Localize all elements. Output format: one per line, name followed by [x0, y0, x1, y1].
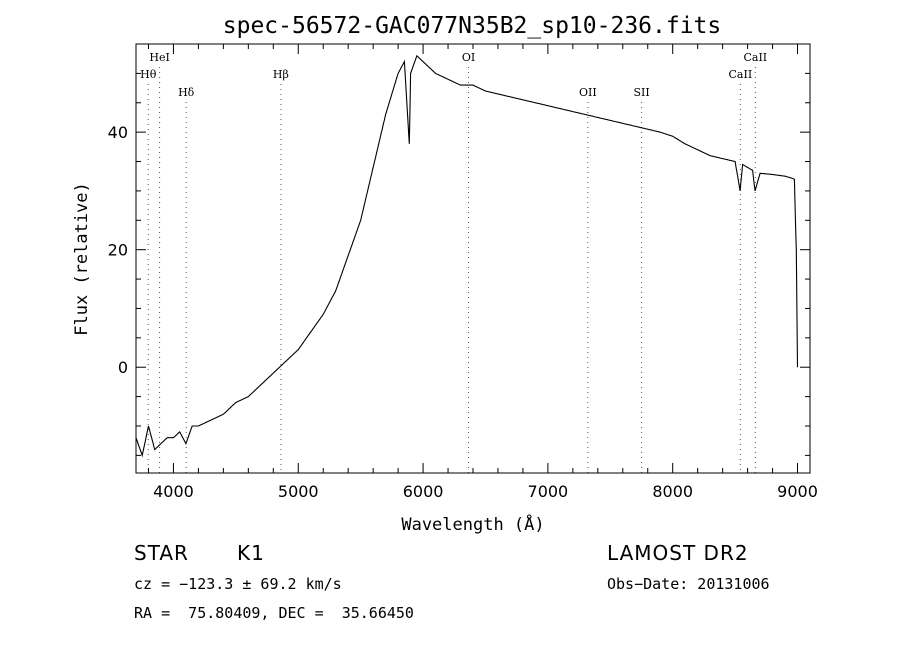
spectral-line-label: OI: [462, 51, 475, 64]
spectral-line-label: OII: [579, 86, 597, 99]
object-class: STAR: [134, 541, 189, 565]
spectral-line-label: CaII: [729, 68, 753, 81]
y-tick-label: 0: [118, 358, 128, 377]
spectral-line-label: Hβ: [273, 68, 289, 81]
survey-name: LAMOST DR2: [607, 541, 749, 565]
x-tick-label: 7000: [528, 482, 569, 501]
x-tick-label: 9000: [777, 482, 818, 501]
y-tick-label: 20: [108, 241, 128, 260]
y-axis-label: Flux (relative): [72, 182, 92, 336]
spectral-line-label: Hδ: [178, 86, 195, 99]
observation-date: Obs−Date: 20131006: [607, 575, 770, 593]
chart-title: spec-56572-GAC077N35B2_sp10-236.fits: [223, 13, 722, 39]
spectrum-series-line: [136, 54, 799, 458]
spectral-line-label: SII: [634, 86, 650, 99]
x-tick-label: 4000: [153, 482, 194, 501]
spectral-line-label: HeI: [149, 51, 169, 64]
x-tick-label: 5000: [278, 482, 319, 501]
spectral-line-label: Hθ: [140, 68, 157, 81]
y-tick-label: 40: [108, 123, 128, 142]
plot-area: Hθ HeI Hδ Hβ OI OII SII CaII CaII: [136, 51, 799, 473]
x-tick-label: 6000: [403, 482, 444, 501]
coordinates-readout: RA = 75.80409, DEC = 35.66450: [134, 604, 414, 622]
x-tick-label: 8000: [652, 482, 693, 501]
spectral-line-label: CaII: [743, 51, 767, 64]
x-axis-label: Wavelength (Å): [401, 513, 544, 535]
object-subclass: K1: [237, 541, 265, 565]
axes: 4000 5000 6000 7000 8000 9000 0 20 40: [108, 43, 818, 501]
plot-frame: [135, 43, 811, 474]
redshift-readout: cz = −123.3 ± 69.2 km/s: [134, 575, 342, 593]
